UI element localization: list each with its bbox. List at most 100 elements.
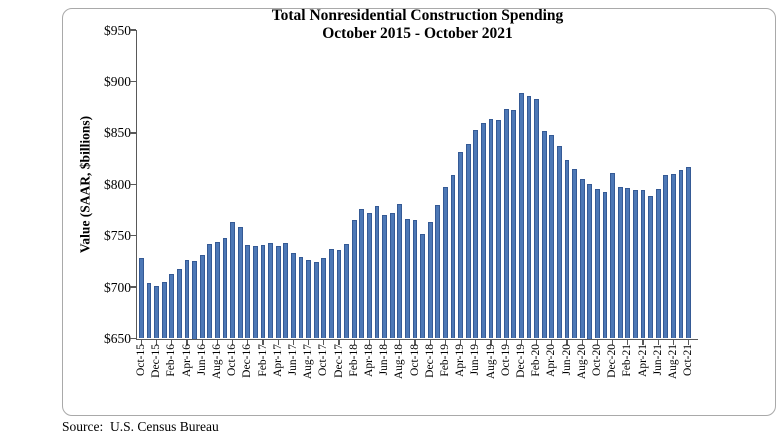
x-tick-label: Apr-18 xyxy=(362,344,375,377)
x-tick-label: Jun-16 xyxy=(195,344,208,376)
x-tick-label: Jun-21 xyxy=(651,344,664,376)
bar xyxy=(450,174,456,339)
x-tick-label: Apr-17 xyxy=(271,344,284,377)
x-tick-mark xyxy=(414,340,416,345)
x-tick-mark xyxy=(277,340,279,345)
bar xyxy=(154,286,159,339)
x-tick-mark xyxy=(535,340,538,345)
x-tick-label: Feb-18 xyxy=(347,344,360,377)
bar xyxy=(389,213,395,339)
y-tick-mark xyxy=(129,80,136,83)
bar xyxy=(313,262,319,339)
bar xyxy=(291,253,296,339)
bar xyxy=(336,250,342,339)
x-tick-label: Dec-19 xyxy=(514,344,527,378)
y-tick-mark xyxy=(129,286,136,288)
bar xyxy=(161,281,167,339)
x-tick-mark xyxy=(353,340,355,345)
x-tick-label: Feb-17 xyxy=(256,344,269,377)
bar xyxy=(519,92,524,339)
bar xyxy=(633,190,638,339)
x-tick-mark xyxy=(611,340,614,345)
bar xyxy=(511,110,517,339)
bar xyxy=(207,243,213,339)
bar xyxy=(359,208,365,339)
chart-title: Total Nonresidential Construction Spendi… xyxy=(271,7,564,24)
x-tick-label: Feb-16 xyxy=(165,344,178,377)
bar xyxy=(351,220,357,339)
x-tick-label: Jun-20 xyxy=(560,344,573,376)
bar xyxy=(503,109,509,339)
chart-subtitle: October 2015 - October 2021 xyxy=(322,24,513,42)
x-tick-mark xyxy=(262,340,264,345)
x-tick-mark xyxy=(672,340,675,345)
bar xyxy=(420,233,425,339)
x-tick-label: Dec-18 xyxy=(423,344,436,378)
bar xyxy=(382,215,387,339)
x-tick-label: Aug-17 xyxy=(302,344,315,380)
y-tick-mark xyxy=(129,132,136,134)
bar xyxy=(367,213,372,339)
bar xyxy=(298,257,304,339)
x-tick-label: Dec-15 xyxy=(150,344,163,378)
x-tick-label: Oct-16 xyxy=(226,344,239,376)
x-tick-label: Oct-19 xyxy=(499,344,512,376)
x-tick-label: Feb-19 xyxy=(438,344,451,377)
x-tick-mark xyxy=(475,340,477,345)
bar xyxy=(283,242,289,339)
x-tick-label: Feb-21 xyxy=(621,344,634,377)
bar xyxy=(374,205,380,339)
bar xyxy=(169,273,175,339)
x-tick-mark xyxy=(155,340,158,345)
bar xyxy=(443,187,448,339)
x-tick-mark xyxy=(581,340,583,345)
x-tick-label: Aug-19 xyxy=(484,344,497,380)
bar xyxy=(230,222,235,339)
x-tick-label: Apr-16 xyxy=(180,344,193,377)
bar xyxy=(549,134,555,339)
bar xyxy=(275,245,281,339)
bar xyxy=(306,260,311,339)
y-tick-mark xyxy=(129,183,136,185)
x-tick-label: Oct-21 xyxy=(682,344,695,376)
x-tick-mark xyxy=(201,340,203,345)
x-tick-mark xyxy=(383,340,386,345)
x-tick-mark xyxy=(323,340,325,345)
x-tick-mark xyxy=(338,340,340,345)
x-tick-mark xyxy=(566,340,568,345)
x-tick-mark xyxy=(216,340,219,345)
bar xyxy=(655,189,661,339)
bar xyxy=(648,195,653,339)
x-tick-mark xyxy=(459,340,462,345)
bar xyxy=(397,203,403,339)
bar xyxy=(435,204,441,339)
y-axis xyxy=(135,30,138,340)
bar xyxy=(412,220,418,339)
bar xyxy=(617,187,623,339)
bar xyxy=(572,168,577,339)
x-tick-mark xyxy=(171,340,173,345)
bar xyxy=(215,241,220,339)
x-tick-mark xyxy=(627,340,629,345)
x-tick-label: Jun-17 xyxy=(286,344,299,376)
bar xyxy=(222,237,228,339)
y-tick-label: $650 xyxy=(104,331,131,346)
x-tick-label: Dec-16 xyxy=(241,344,254,378)
x-tick-label: Apr-19 xyxy=(454,344,467,377)
bar xyxy=(245,244,251,339)
bar xyxy=(465,144,471,339)
bar xyxy=(184,260,190,339)
bar xyxy=(496,120,501,339)
x-tick-label: Dec-20 xyxy=(606,344,619,378)
bar xyxy=(557,146,562,339)
x-tick-label: Dec-17 xyxy=(332,344,345,378)
y-tick-mark xyxy=(129,337,136,340)
bar xyxy=(458,152,463,339)
y-tick-mark xyxy=(129,29,136,31)
bar xyxy=(199,255,205,339)
y-tick-label: $800 xyxy=(104,176,131,192)
x-tick-mark xyxy=(687,340,690,345)
x-tick-label: Aug-16 xyxy=(210,344,223,380)
x-tick-mark xyxy=(520,340,523,345)
x-tick-label: Oct-18 xyxy=(408,344,421,376)
